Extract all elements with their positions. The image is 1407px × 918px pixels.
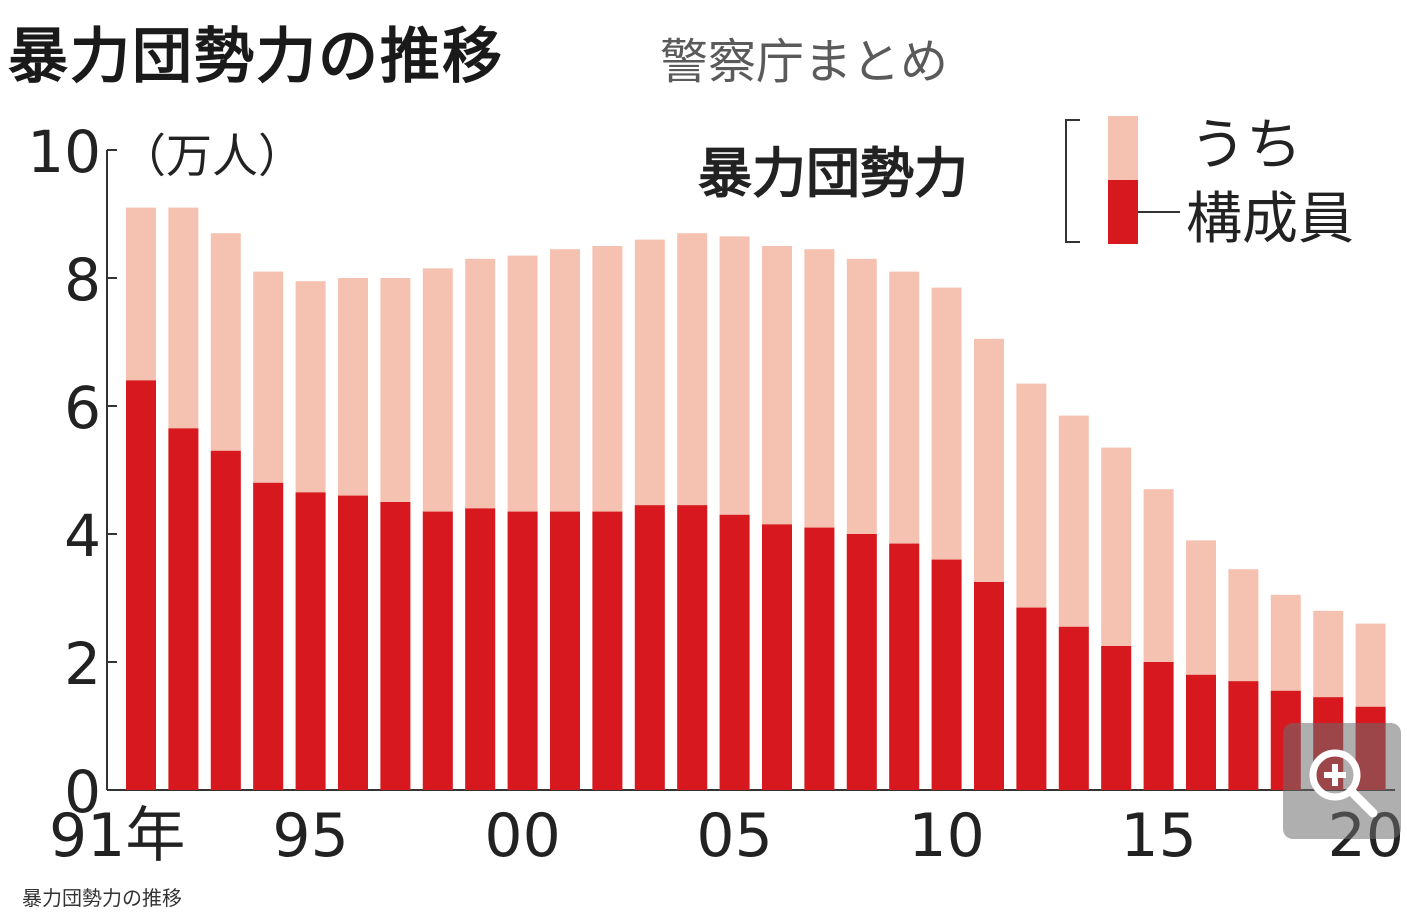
legend-members-label-2: 構成員	[1186, 187, 1354, 252]
chart-source: 警察庁まとめ	[660, 34, 949, 90]
chart-title: 暴力団勢力の推移	[8, 22, 504, 92]
y-tick-label: 4	[64, 502, 101, 570]
bar-members	[422, 511, 453, 790]
bar-members	[889, 543, 920, 790]
y-axis-label: （万人）	[120, 129, 304, 183]
bar-members	[295, 492, 326, 790]
x-tick-label: 00	[484, 801, 560, 870]
y-tick-label: 8	[64, 246, 101, 314]
bar-members	[1143, 662, 1174, 790]
bar-members	[1101, 646, 1132, 790]
bar-members	[846, 534, 877, 790]
bar-members	[931, 559, 962, 790]
legend-swatch-members	[1108, 180, 1138, 244]
bar-members	[507, 511, 538, 790]
legend-bracket	[1065, 119, 1080, 243]
bar-chart: 024681091年950005101520 （万人） 暴力団勢力 うち 構成員	[27, 113, 1404, 870]
bar-members	[1186, 674, 1216, 790]
bar-members	[253, 482, 284, 790]
bar-members	[1016, 607, 1047, 790]
y-tick-label: 0	[64, 758, 101, 826]
x-tick-label: 15	[1120, 801, 1196, 870]
bar-members	[974, 582, 1004, 790]
bar-members	[719, 514, 750, 790]
tick-labels: 024681091年950005101520	[27, 118, 1404, 870]
x-tick-label: 95	[272, 801, 348, 870]
zoom-in-button[interactable]	[1283, 723, 1401, 839]
image-caption: 暴力団勢力の推移	[22, 886, 182, 910]
bar-members	[804, 527, 835, 790]
bar-members	[634, 505, 665, 790]
x-tick-label: 10	[908, 801, 984, 870]
bars	[126, 207, 1386, 791]
legend-total-label: 暴力団勢力	[698, 142, 968, 205]
bar-members	[380, 502, 411, 790]
bar-members	[1058, 626, 1089, 790]
x-tick-label: 05	[696, 801, 772, 870]
bar-members	[677, 505, 708, 790]
bar-members	[465, 508, 496, 790]
zoom-in-icon	[1309, 749, 1378, 818]
legend: 暴力団勢力 うち 構成員	[698, 113, 1354, 252]
x-tick-label: 91年	[49, 801, 185, 870]
bar-members	[762, 524, 792, 790]
y-tick-label: 10	[27, 118, 101, 186]
bar-members	[168, 428, 199, 790]
bar-members	[338, 495, 368, 790]
bar-members	[550, 511, 580, 790]
legend-members-label-1: うち	[1190, 113, 1302, 178]
y-tick-label: 2	[64, 630, 101, 698]
bar-members	[126, 380, 156, 790]
legend-swatch-total	[1108, 116, 1138, 182]
bar-members	[592, 511, 623, 790]
bar-members	[1228, 681, 1259, 790]
bar-members	[210, 450, 241, 790]
y-tick-label: 6	[64, 374, 101, 442]
